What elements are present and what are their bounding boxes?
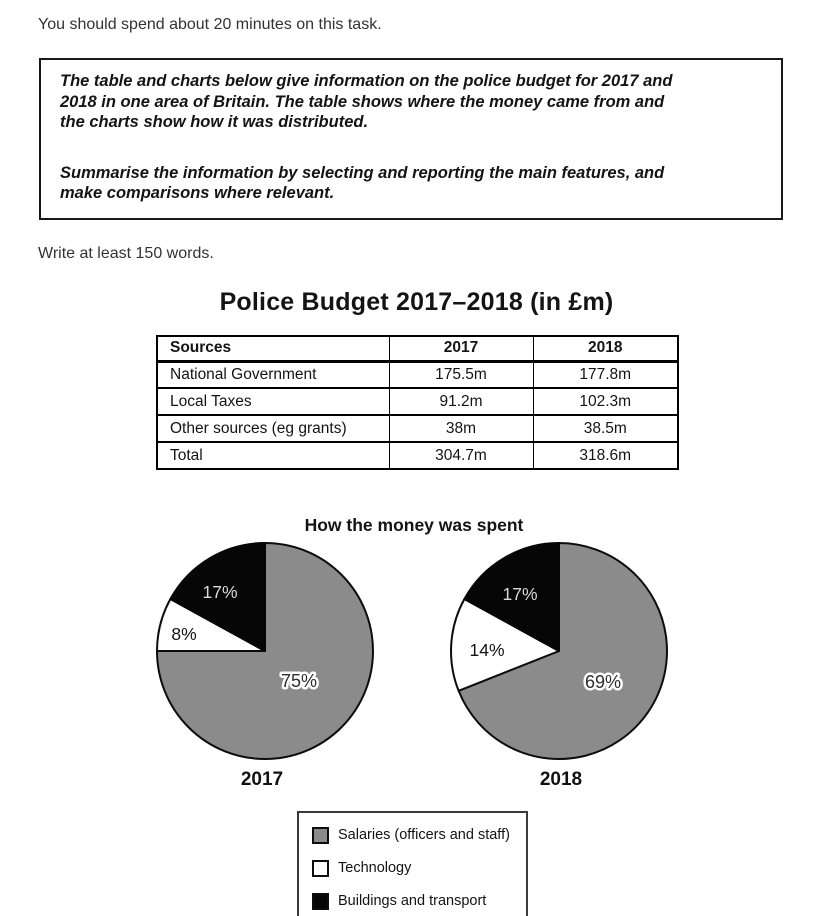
legend-label: Salaries (officers and staff) xyxy=(338,827,510,843)
pie-charts-title: How the money was spent xyxy=(304,515,524,535)
budget-table-body: National Government 175.5m 177.8m Local Tax… xyxy=(156,360,679,469)
task-prompt-paragraph-1: The table and charts below give informat… xyxy=(60,72,673,131)
pie-2017-technology-label: 8% xyxy=(171,624,196,644)
pie-2018-salaries-label: 69% xyxy=(585,672,621,692)
legend-item: Salaries (officers and staff) xyxy=(312,826,526,844)
table-cell: 102.3m xyxy=(532,387,679,415)
pie-2018-salaries-slice xyxy=(457,542,668,760)
table-cell: National Government xyxy=(156,360,390,388)
pie-2018-buildings-slice xyxy=(463,542,560,652)
table-cell: 177.8m xyxy=(532,360,679,388)
legend-item: Technology xyxy=(312,859,526,877)
table-cell: Local Taxes xyxy=(156,387,390,415)
legend-label: Buildings and transport xyxy=(338,893,487,909)
word-count-instruction: Write at least 150 words. xyxy=(38,245,214,262)
task-prompt-box: The table and charts below give informat… xyxy=(39,58,783,220)
pie-2017-salaries-slice xyxy=(156,542,374,760)
legend-swatch xyxy=(312,859,329,877)
column-header: 2017 xyxy=(388,336,534,363)
pie-charts: 17% 8% 75% 2017 17% 14% 69% 2018 xyxy=(156,542,668,790)
pie-2017: 17% 8% 75% 2017 xyxy=(156,542,374,790)
table-cell: 91.2m xyxy=(388,387,534,415)
pie-2018-caption: 2018 xyxy=(540,769,582,790)
table-row: National Government 175.5m 177.8m xyxy=(156,360,679,388)
legend-item: Buildings and transport xyxy=(312,892,526,910)
budget-table: Sources 2017 2018 National Government 175.5… xyxy=(156,335,679,470)
task-prompt-paragraph-2: Summarise the information by selecting a… xyxy=(60,163,665,203)
legend-swatch xyxy=(312,892,329,910)
table-row: Local Taxes 91.2m 102.3m xyxy=(156,387,679,415)
table-cell: Total xyxy=(156,441,390,469)
table-row: Total 304.7m 318.6m xyxy=(156,441,679,469)
pie-2017-caption: 2017 xyxy=(241,769,283,790)
pie-2017-buildings-slice xyxy=(169,542,266,652)
table-cell: Other sources (eg grants) xyxy=(156,414,390,442)
pie-2017-buildings-label: 17% xyxy=(202,582,237,602)
table-cell: 304.7m xyxy=(388,441,534,469)
pie-2018: 17% 14% 69% 2018 xyxy=(450,542,668,790)
table-cell: 175.5m xyxy=(388,360,534,388)
legend-swatch xyxy=(312,826,329,844)
pie-2018-technology-label: 14% xyxy=(469,640,504,660)
pie-legend: Salaries (officers and staff) Technology B… xyxy=(297,811,528,916)
time-instruction: You should spend about 20 minutes on thi… xyxy=(38,16,382,33)
column-header: Sources xyxy=(156,336,390,363)
pie-2018-buildings-label: 17% xyxy=(502,584,537,604)
column-header: 2018 xyxy=(532,336,679,363)
budget-table-title: Police Budget 2017–2018 (in £m) xyxy=(219,288,614,316)
table-cell: 38.5m xyxy=(532,414,679,442)
pie-2017-salaries-label: 75% xyxy=(281,671,317,691)
table-cell: 38m xyxy=(388,414,534,442)
legend-label: Technology xyxy=(338,860,412,876)
table-row: Other sources (eg grants) 38m 38.5m xyxy=(156,414,679,442)
pie-2018-technology-slice xyxy=(450,598,560,692)
table-cell: 318.6m xyxy=(532,441,679,469)
budget-table-head-row: Sources 2017 2018 xyxy=(156,336,679,363)
